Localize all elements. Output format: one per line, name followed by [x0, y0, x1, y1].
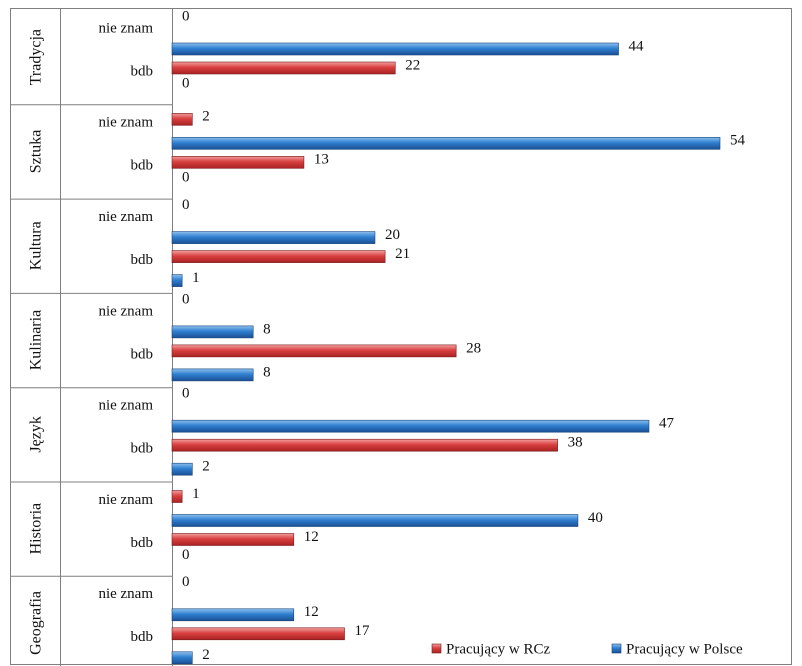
- row-label: bdb: [131, 535, 154, 551]
- data-label: 0: [182, 291, 190, 307]
- bar: [171, 419, 650, 433]
- row-label: bdb: [131, 158, 154, 174]
- data-label: 13: [314, 152, 329, 168]
- group-label: Kulinaria: [28, 310, 45, 370]
- bar: [171, 651, 193, 665]
- plot-frame: [10, 8, 792, 665]
- data-label: 20: [385, 227, 400, 243]
- data-label: 38: [568, 435, 583, 451]
- data-label: 2: [202, 109, 210, 125]
- data-label: 22: [405, 57, 420, 73]
- data-label: 8: [263, 364, 271, 380]
- bar: [171, 231, 376, 244]
- data-label: 2: [202, 459, 210, 475]
- data-label: 54: [730, 133, 746, 149]
- group-label: Tradycja: [28, 29, 45, 85]
- bar: [171, 42, 619, 56]
- row-label: bdb: [131, 346, 154, 362]
- group-label: Kultura: [28, 221, 45, 270]
- data-label: 1: [192, 270, 200, 286]
- bar: [171, 61, 396, 75]
- row-label: nie znam: [98, 209, 153, 225]
- row-label: bdb: [131, 629, 154, 645]
- group-label: Historia: [28, 503, 45, 555]
- data-label: 0: [182, 170, 190, 186]
- row-label: nie znam: [98, 115, 153, 131]
- legend-label: Pracujący w RCz: [446, 641, 550, 657]
- data-label: 2: [202, 647, 210, 663]
- bar: [171, 514, 579, 527]
- data-label: 0: [182, 386, 190, 402]
- bar: [171, 533, 295, 546]
- row-label: bdb: [131, 441, 154, 457]
- data-label: 44: [629, 38, 645, 54]
- bar: [171, 438, 558, 452]
- row-label: nie znam: [98, 398, 153, 414]
- legend-label: Pracujący w Polsce: [626, 641, 743, 657]
- bar: [171, 368, 254, 382]
- bar: [171, 156, 305, 169]
- group-label: Sztuka: [28, 130, 45, 174]
- row-label: nie znam: [98, 303, 153, 319]
- row-label: nie znam: [98, 492, 153, 508]
- data-label: 0: [182, 197, 190, 213]
- data-label: 40: [588, 510, 603, 526]
- data-label: 0: [182, 75, 190, 91]
- group-label: Geografia: [28, 591, 45, 655]
- row-label: nie znam: [98, 20, 153, 36]
- data-label: 0: [182, 574, 190, 590]
- data-label: 0: [182, 547, 190, 563]
- data-label: 8: [263, 321, 271, 337]
- data-label: 1: [192, 486, 200, 502]
- data-label: 47: [659, 416, 675, 432]
- bar: [171, 608, 295, 622]
- bar: [171, 462, 193, 476]
- legend-swatch: [431, 643, 442, 654]
- row-label: bdb: [131, 252, 154, 268]
- bar: [171, 627, 345, 641]
- bar: [171, 113, 193, 126]
- data-label: 21: [395, 246, 410, 262]
- bar: [171, 250, 386, 263]
- group-label: Język: [28, 416, 45, 452]
- bar: [171, 490, 183, 503]
- data-label: 0: [182, 8, 190, 24]
- row-label: nie znam: [98, 586, 153, 602]
- data-label: 17: [355, 623, 371, 639]
- data-label: 28: [466, 340, 481, 356]
- row-label: bdb: [131, 63, 154, 79]
- data-label: 12: [304, 529, 319, 545]
- data-label: 12: [304, 604, 319, 620]
- bar: [171, 344, 457, 358]
- legend-swatch: [611, 643, 622, 654]
- bar: [171, 274, 183, 287]
- bar: [171, 325, 254, 339]
- bar: [171, 137, 721, 150]
